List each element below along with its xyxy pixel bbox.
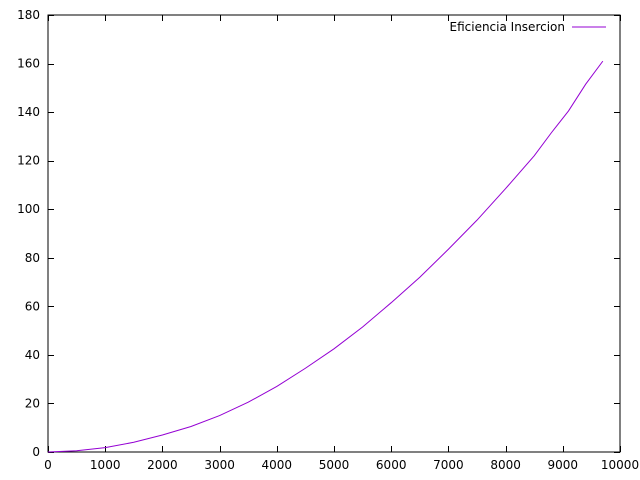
plot-frame — [47, 14, 621, 453]
x-tick-label: 1000 — [90, 458, 121, 472]
y-tick-label: 80 — [25, 251, 40, 265]
x-tick-label: 6000 — [376, 458, 407, 472]
x-tick-label: 7000 — [433, 458, 464, 472]
x-tick-label: 9000 — [548, 458, 579, 472]
y-tick-label: 180 — [17, 8, 40, 22]
y-tick-label: 140 — [17, 105, 40, 119]
y-tick-label: 0 — [32, 445, 40, 459]
x-tick-label: 4000 — [262, 458, 293, 472]
x-tick-label: 0 — [44, 458, 52, 472]
x-tick-label: 8000 — [490, 458, 521, 472]
x-tick-label: 5000 — [319, 458, 350, 472]
legend-label: Eficiencia Insercion — [450, 20, 566, 34]
x-tick-label: 2000 — [147, 458, 178, 472]
y-tick-label: 40 — [25, 348, 40, 362]
y-tick-label: 160 — [17, 57, 40, 71]
x-tick-label: 3000 — [204, 458, 235, 472]
ticks-layer: 0 1000 2000 3000 4000 5000 6000 7000 8000 9000 100… — [17, 8, 639, 472]
y-tick-label: 20 — [25, 396, 40, 410]
y-tick-label: 60 — [25, 299, 40, 313]
y-tick-label: 100 — [17, 202, 40, 216]
legend: Eficiencia Insercion — [450, 20, 606, 34]
x-tick-label: 10000 — [601, 458, 639, 472]
y-tick-label: 120 — [17, 154, 40, 168]
series-layer — [47, 60, 604, 453]
axes-layer — [47, 14, 621, 453]
series-line-0 — [47, 60, 604, 453]
